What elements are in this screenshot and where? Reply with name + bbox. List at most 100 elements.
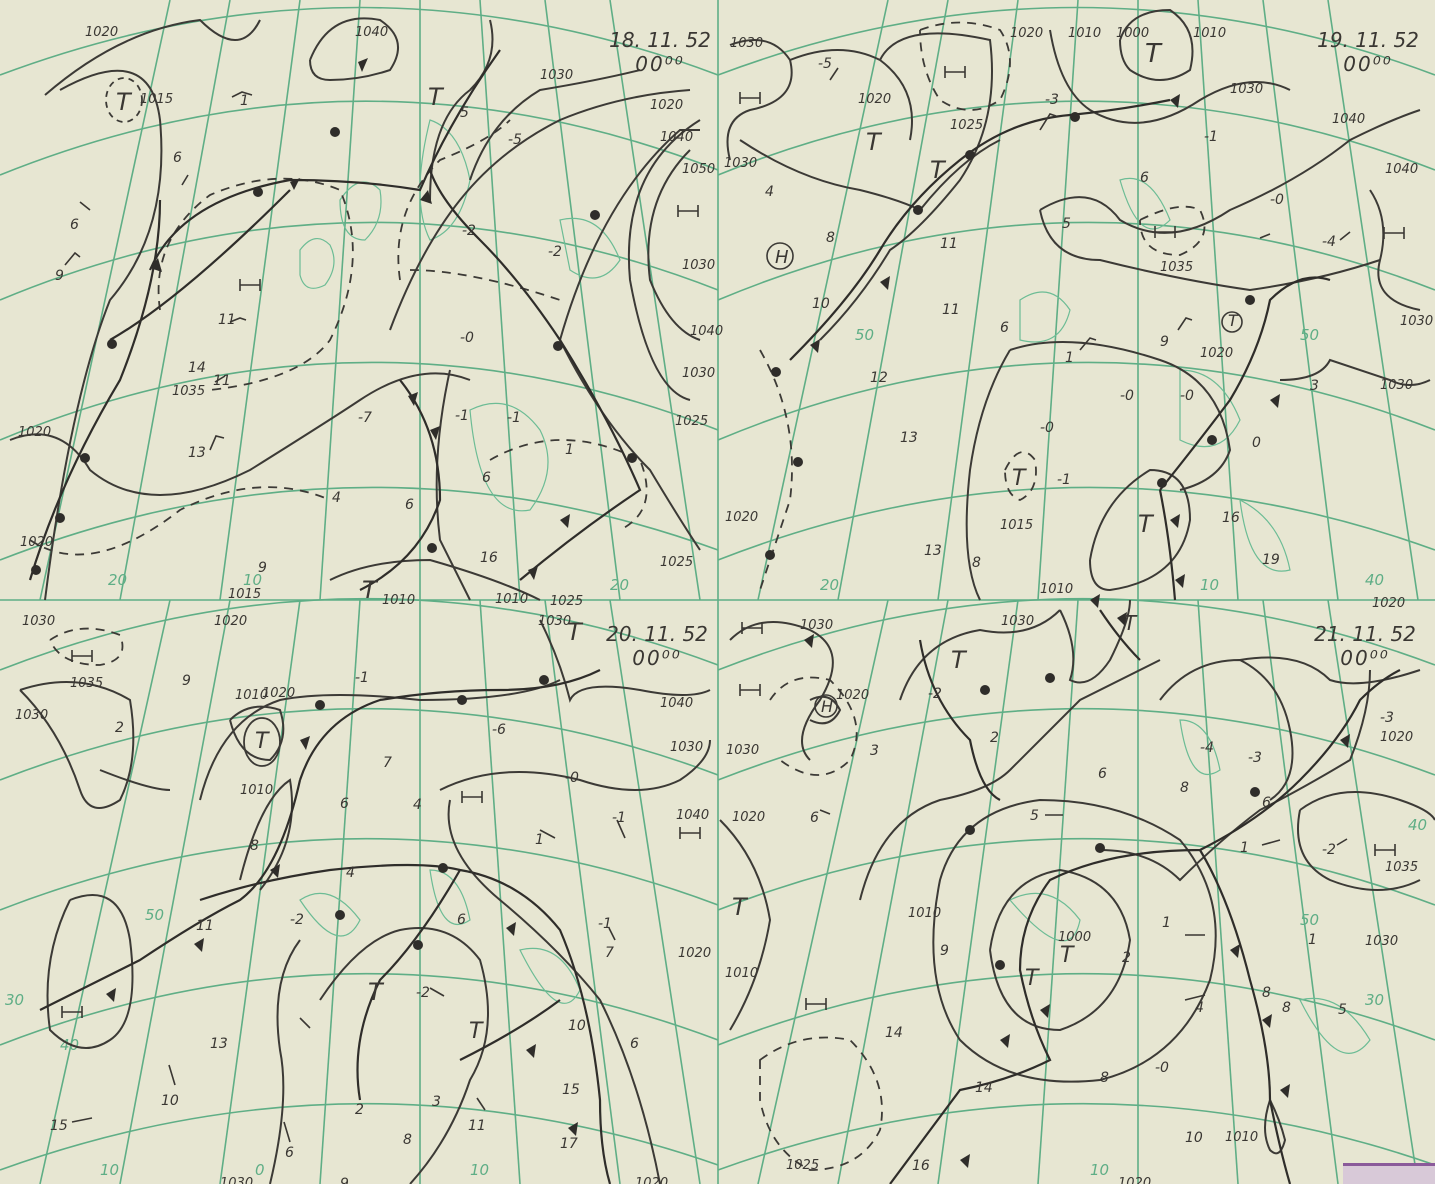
- station-temperature: 5: [1338, 1002, 1347, 1018]
- low-centre: T: [1138, 510, 1155, 538]
- svg-text:50: 50: [855, 326, 874, 344]
- station-temperature: 11: [218, 312, 236, 328]
- station-temperature: -2: [462, 223, 476, 239]
- station-temperature: 8: [826, 230, 835, 246]
- station-temperature: -1: [1204, 129, 1218, 145]
- station-temperature: 4: [332, 490, 341, 506]
- panel-date: 19. 11. 52: [1317, 28, 1419, 52]
- station-temperature: 5: [1030, 808, 1039, 824]
- low-centre: T: [368, 978, 385, 1006]
- isobar-pressure-label: 1025: [550, 594, 584, 609]
- isobar-pressure-label: 1020: [725, 510, 759, 525]
- low-centre: T: [1012, 466, 1027, 491]
- front-symbols: [31, 58, 1350, 1168]
- station-temperature: 13: [188, 445, 206, 461]
- station-temperature: 4: [765, 184, 774, 200]
- station-temperature: 3: [432, 1094, 441, 1110]
- station-temperature: 14: [885, 1025, 903, 1041]
- svg-text:30: 30: [5, 991, 24, 1009]
- isobar-pressure-label: 1040: [660, 130, 694, 145]
- isobar-pressure-label: 1000: [1116, 26, 1150, 41]
- station-temperature: 5: [1062, 216, 1071, 232]
- isobar-pressure-label: 1020: [678, 946, 712, 961]
- isobar-pressure-label: 1010: [240, 783, 274, 798]
- isobar-pressure-label: 1030: [1380, 378, 1414, 393]
- isobar-pressure-label: 1030: [220, 1176, 254, 1184]
- low-centre: T: [930, 156, 947, 184]
- station-temperature: 6: [1140, 170, 1149, 186]
- svg-text:0: 0: [255, 1161, 265, 1179]
- station-temperature: 1: [1065, 350, 1074, 366]
- isobar-pressure-label: 1020: [1118, 1176, 1152, 1184]
- station-temperature: -1: [455, 408, 469, 424]
- isobar-pressure-label: 1035: [70, 676, 104, 691]
- isobar-pressure-label: 1015: [1000, 518, 1034, 533]
- station-temperature: 6: [810, 810, 819, 826]
- low-centre: T: [469, 1019, 484, 1044]
- station-temperature: -1: [598, 916, 612, 932]
- station-temperature: 3: [870, 743, 879, 759]
- low-centre: T: [951, 646, 968, 674]
- station-temperature: 2: [990, 730, 999, 746]
- low-centre: T: [362, 576, 379, 604]
- isobar-pressure-label: 1020: [1010, 26, 1044, 41]
- station-temperature: 11: [213, 373, 231, 389]
- isobar-pressure-label: 1030: [22, 614, 56, 629]
- station-temperature: 6: [340, 796, 349, 812]
- station-temperature: 10: [568, 1018, 586, 1034]
- station-temperature: 9: [1160, 334, 1169, 350]
- station-temperature: 11: [196, 918, 214, 934]
- svg-text:50: 50: [1300, 326, 1319, 344]
- station-temperature: 4: [1195, 1000, 1204, 1016]
- archive-stamp: [1343, 1163, 1435, 1184]
- station-temperature: -0: [1270, 192, 1284, 208]
- isobar-pressure-label: 1025: [675, 414, 709, 429]
- station-temperature: 19: [1262, 552, 1280, 568]
- station-temperature: 7: [605, 945, 614, 961]
- station-temperature: 1: [240, 93, 249, 109]
- isobar-pressure-label: 1030: [1365, 934, 1399, 949]
- isobar-pressure-label: 1030: [538, 614, 572, 629]
- isobar-pressure-label: 1015: [228, 587, 262, 602]
- station-temperature: 7: [383, 755, 392, 771]
- panel-date: 21. 11. 52: [1314, 622, 1416, 646]
- panel-time: 00⁰⁰: [1343, 52, 1393, 76]
- station-temperature: 1: [565, 442, 574, 458]
- station-temperature: 3: [1310, 378, 1319, 394]
- station-temperature: 9: [182, 673, 191, 689]
- station-plots: [61, 66, 1405, 1143]
- isobar-pressure-label: 1030: [1001, 614, 1035, 629]
- panel-3-title: 20. 11. 52 00⁰⁰: [602, 622, 712, 670]
- isobar-pressure-label: 1020: [1200, 346, 1234, 361]
- isobar-pressure-label: 1015: [140, 92, 174, 107]
- isobar-pressure-label: 1020: [20, 535, 54, 550]
- station-temperature: -1: [1057, 472, 1071, 488]
- svg-text:40: 40: [1365, 571, 1384, 589]
- station-temperature: -3: [1248, 750, 1262, 766]
- low-centre: T: [1025, 966, 1040, 991]
- station-temperature: -0: [565, 770, 579, 786]
- station-temperature: 6: [1000, 320, 1009, 336]
- isobar-pressure-label: 1010: [1225, 1130, 1259, 1145]
- station-temperature: 9: [55, 268, 64, 284]
- station-temperature: 8: [1262, 985, 1271, 1001]
- isobar-pressure-label: 1035: [1160, 260, 1194, 275]
- isobar-pressure-label: 1050: [682, 162, 716, 177]
- svg-text:20: 20: [820, 576, 839, 594]
- station-temperature: -3: [1045, 92, 1059, 108]
- low-centre: T: [1124, 611, 1138, 635]
- isobar-pressure-label: 1030: [670, 740, 704, 755]
- station-temperature: -2: [928, 686, 942, 702]
- svg-text:10: 10: [1090, 1161, 1109, 1179]
- station-temperature: -1: [612, 810, 626, 826]
- station-temperature: 10: [161, 1093, 179, 1109]
- station-temperature: 2: [355, 1102, 364, 1118]
- station-temperature: 14: [188, 360, 206, 376]
- panel-1-title: 18. 11. 52 00⁰⁰: [605, 28, 715, 76]
- station-temperature: 16: [480, 550, 498, 566]
- low-centre: T: [866, 128, 883, 156]
- station-temperature: 6: [285, 1145, 294, 1161]
- isobar-pressure-label: 1025: [950, 118, 984, 133]
- station-temperature: -4: [1200, 740, 1214, 756]
- isobar-pressure-label: 1010: [495, 592, 529, 607]
